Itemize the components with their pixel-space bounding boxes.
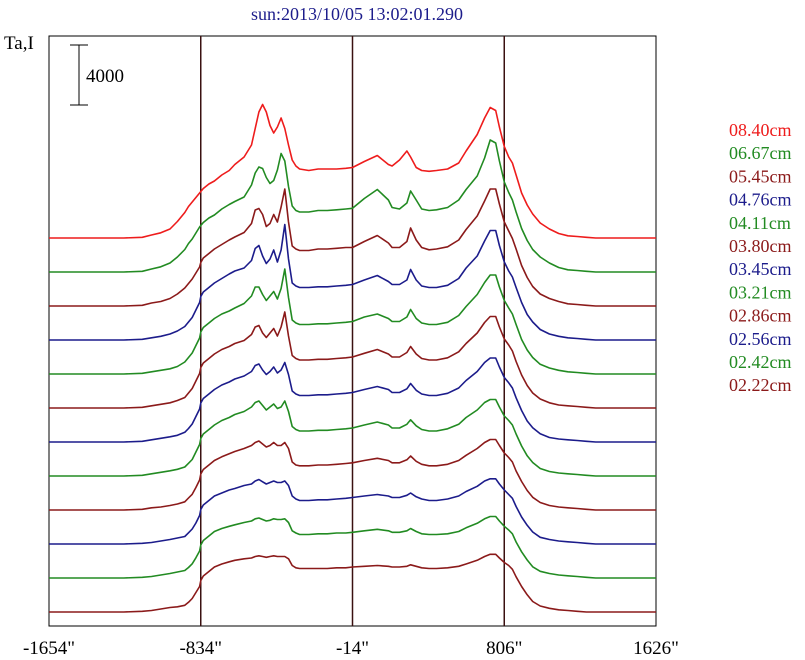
series-line-03-45cm <box>49 357 656 443</box>
x-tick-label: 1626" <box>633 638 679 659</box>
legend-entry: 08.40cm <box>729 120 792 140</box>
legend-entry: 02.42cm <box>729 352 792 372</box>
legend-entry: 06.67cm <box>729 143 792 163</box>
series-line-02-86cm <box>49 438 656 511</box>
series-line-05-45cm <box>49 188 656 307</box>
legend-entry: 03.45cm <box>729 259 792 279</box>
series-line-02-56cm <box>49 477 656 545</box>
legend-entry: 03.21cm <box>729 282 792 302</box>
legend-entry: 02.86cm <box>729 306 792 326</box>
legend-entry: 02.22cm <box>729 375 792 395</box>
x-tick-label: 806" <box>486 638 522 659</box>
x-tick-label: -834" <box>179 638 222 659</box>
x-tick-label: -14" <box>336 638 369 659</box>
series-line-03-80cm <box>49 311 656 409</box>
legend-entry: 04.11cm <box>729 213 791 233</box>
y-axis-label: Ta,I <box>4 33 34 54</box>
scale-bar: 4000 <box>70 44 124 106</box>
vertical-marker-lines <box>200 36 505 626</box>
series-line-04-11cm <box>49 268 656 375</box>
legend-entry: 05.45cm <box>729 166 792 186</box>
series-line-06-67cm <box>49 139 656 273</box>
legend-entry: 03.80cm <box>729 236 792 256</box>
series-line-02-22cm <box>49 553 656 613</box>
scale-bar-label: 4000 <box>86 66 124 87</box>
series-line-02-42cm <box>49 515 656 579</box>
x-tick-label: -1654" <box>23 638 75 659</box>
series-line-08-40cm <box>49 103 656 239</box>
x-tick-labels: -1654" -834" -14" 806" 1626" <box>23 638 679 659</box>
chart-title: sun:2013/10/05 13:02:01.290 <box>251 4 463 24</box>
legend-entry: 02.56cm <box>729 329 792 349</box>
series-line-03-21cm <box>49 398 656 477</box>
legend-entry: 04.76cm <box>729 190 792 210</box>
legend: 08.40cm 06.67cm 05.45cm 04.76cm 04.11cm 03.80… <box>729 120 792 395</box>
series-lines <box>49 103 656 613</box>
series-line-04-76cm <box>49 223 656 341</box>
